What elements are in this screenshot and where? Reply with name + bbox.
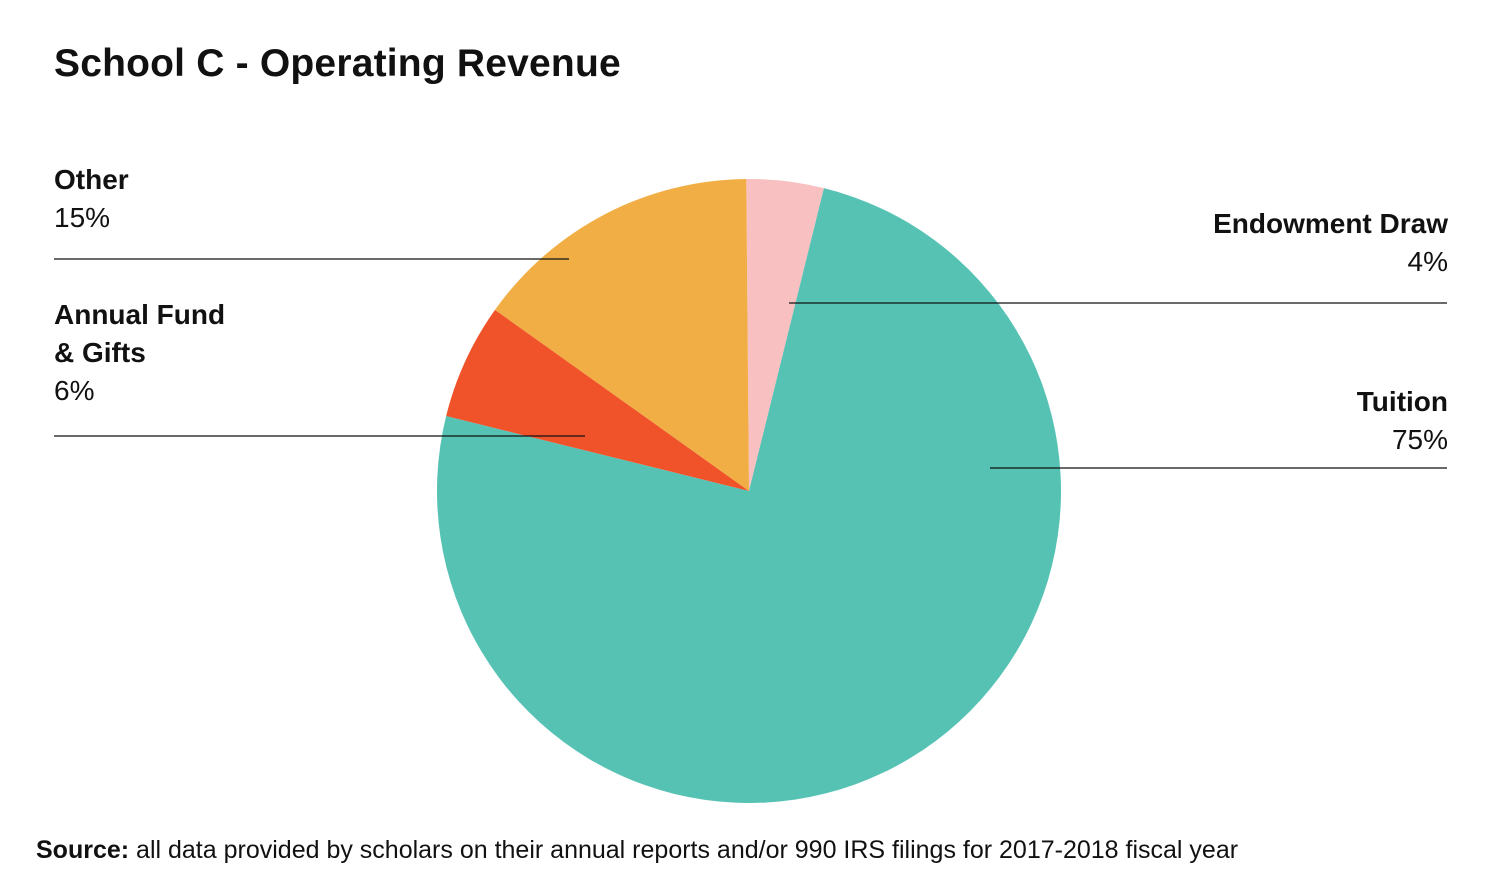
source-text: all data provided by scholars on their a…	[129, 836, 1239, 864]
label-endowment-value: 4%	[1407, 246, 1448, 277]
label-annual-fund-line1: Annual Fund	[54, 299, 226, 330]
pie-slice-tuition	[436, 188, 1061, 803]
label-endowment: Endowment Draw 4%	[1213, 205, 1448, 281]
label-other-name: Other	[54, 164, 129, 195]
source-note: Source: all data provided by scholars on…	[36, 836, 1238, 865]
label-tuition: Tuition 75%	[1357, 383, 1448, 459]
label-annual-fund-line2: & Gifts	[54, 337, 146, 368]
chart-title: School C - Operating Revenue	[54, 42, 621, 85]
source-prefix: Source:	[36, 836, 130, 864]
label-tuition-name: Tuition	[1356, 386, 1448, 417]
label-other: Other 15%	[54, 161, 129, 237]
pie-slice-endowment-draw	[746, 179, 824, 491]
label-annual-fund: Annual Fund & Gifts 6%	[54, 296, 225, 410]
pie-slice-other	[494, 179, 749, 491]
label-other-value: 15%	[54, 202, 111, 233]
pie-slice-annual-fund	[446, 309, 749, 491]
label-annual-fund-value: 6%	[54, 375, 95, 406]
label-endowment-name: Endowment Draw	[1213, 208, 1448, 239]
label-tuition-value: 75%	[1391, 424, 1448, 455]
